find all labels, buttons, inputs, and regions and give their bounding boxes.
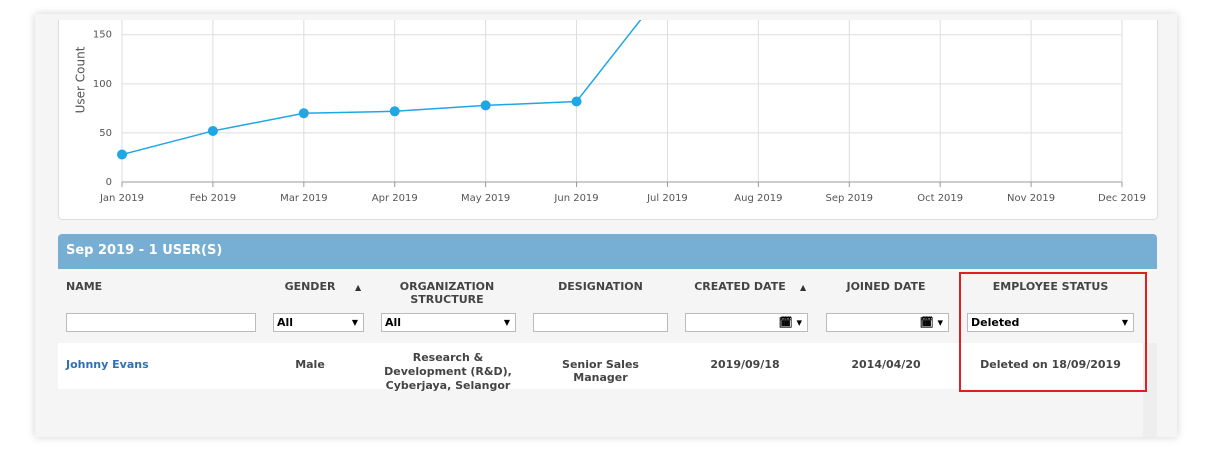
name-filter[interactable] [66,313,256,332]
gender-filter[interactable]: All ▼ [273,313,364,332]
cell: Male [295,358,325,371]
column-header: JOINED DATE [846,280,926,293]
column-header: DESIGNATION [558,280,643,293]
chart: User Count 0 50 100 150 Jan 2019 Feb 2019 Mar … [58,20,1158,220]
employee-name-link[interactable]: Johnny Evans [66,358,149,371]
sort-icon[interactable]: ▲ [800,283,807,292]
x-tick-label: May 2019 [461,193,510,204]
x-tick-label: Nov 2019 [1007,193,1055,204]
x-tick-label: Jan 2019 [99,193,144,204]
cell: 2014/04/20 [851,358,921,371]
table-row-bg [58,343,1143,389]
data-point [389,106,400,117]
data-point [117,149,127,160]
x-tick-label: Apr 2019 [372,193,418,204]
data-point [298,108,309,119]
x-tick-label: Jun 2019 [553,193,598,204]
data-point [207,125,218,136]
filter-value: All [385,316,402,329]
x-tick-label: Jul 2019 [646,193,688,204]
y-tick-label: 0 [106,177,112,188]
plot [117,20,642,160]
joined-date-filter[interactable]: 🗓 ▾ [826,313,949,332]
y-tick-label: 50 [99,128,112,139]
table-caption: Sep 2019 - 1 USER(S) [66,243,223,258]
sort-icon[interactable]: ▲ [355,283,362,292]
y-tick-label: 150 [93,30,112,41]
column-header: EMPLOYEE STATUS [992,280,1109,293]
x-tick-label: Mar 2019 [280,193,328,204]
designation-filter[interactable] [533,313,668,332]
x-tick-label: Sep 2019 [826,193,873,204]
highlight-box [959,272,1147,392]
x-tick-label: Feb 2019 [190,193,236,204]
filter-value: Deleted [971,316,1020,329]
column-header: NAME [66,280,103,293]
column-header[interactable]: CREATED DATE [694,280,786,293]
cell: Deleted on 18/09/2019 [980,358,1121,371]
column-header[interactable]: GENDER [284,280,336,293]
x-tick-label: Oct 2019 [917,193,963,204]
table-caption-bar [58,234,1157,269]
organization-filter[interactable]: All ▼ [381,313,516,332]
column-header: ORGANIZATION STRUCTURE [399,280,495,306]
data-point [571,96,582,107]
status-filter[interactable]: Deleted ▼ [967,313,1134,332]
x-tick-label: Dec 2019 [1098,193,1146,204]
x-tick-label: Aug 2019 [734,193,782,204]
cell: 2019/09/18 [710,358,780,371]
y-tick-label: 100 [93,79,112,90]
cell: Research & Development (R&D), Cyberjaya,… [384,351,512,392]
filter-value: All [277,316,294,329]
data-point [480,100,491,111]
created-date-filter[interactable]: 🗓 ▾ [685,313,808,332]
cell: Senior Sales Manager [562,358,639,384]
y-axis-label: User Count [74,46,88,113]
